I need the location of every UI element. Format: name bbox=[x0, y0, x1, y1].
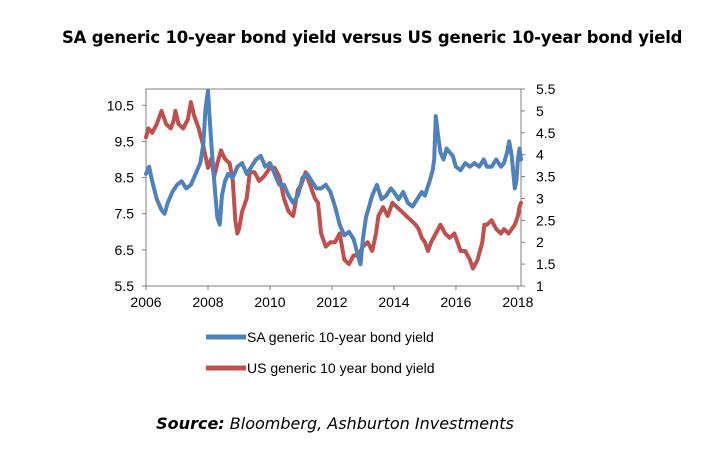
chart-plot: 2006 2008 2010 2012 2014 2016 2018 5.5 6.5 7.5 8.… bbox=[107, 81, 556, 376]
legend-item-us: US generic 10 year bond yield bbox=[206, 360, 435, 376]
x-tick-label: 2010 bbox=[254, 294, 285, 310]
legend-label-us: US generic 10 year bond yield bbox=[247, 360, 435, 376]
x-axis: 2006 2008 2010 2012 2014 2016 2018 bbox=[130, 286, 534, 310]
source-text: Bloomberg, Ashburton Investments bbox=[229, 414, 514, 433]
right-y-tick-label: 2.5 bbox=[536, 212, 556, 228]
right-y-tick-label: 5 bbox=[536, 103, 544, 119]
chart-title: SA generic 10-year bond yield versus US … bbox=[62, 28, 683, 47]
left-y-tick-label: 9.5 bbox=[115, 133, 135, 149]
left-y-tick-label: 8.5 bbox=[115, 170, 135, 186]
legend-label-sa: SA generic 10-year bond yield bbox=[247, 329, 434, 345]
x-tick-label: 2016 bbox=[440, 294, 471, 310]
source-note: Source: Bloomberg, Ashburton Investments bbox=[0, 414, 670, 433]
left-y-tick-label: 10.5 bbox=[107, 97, 134, 113]
right-y-tick-label: 4 bbox=[536, 147, 544, 163]
right-y-tick-label: 4.5 bbox=[536, 125, 556, 141]
left-y-tick-label: 7.5 bbox=[115, 206, 135, 222]
x-tick-label: 2018 bbox=[502, 294, 533, 310]
series-layer bbox=[144, 88, 523, 271]
right-y-axis: 1 1.5 2 2.5 3 3.5 4 4.5 5 5.5 bbox=[521, 81, 556, 294]
left-y-axis: 5.5 6.5 7.5 8.5 9.5 10.5 bbox=[107, 97, 146, 294]
right-y-tick-label: 3 bbox=[536, 190, 544, 206]
x-tick-label: 2014 bbox=[378, 294, 409, 310]
series-line-sa bbox=[144, 88, 523, 267]
right-y-tick-label: 2 bbox=[536, 234, 544, 250]
source-label: Source: bbox=[156, 414, 225, 433]
x-tick-label: 2006 bbox=[130, 294, 161, 310]
series-line-us bbox=[144, 100, 523, 271]
right-y-tick-label: 1 bbox=[536, 278, 544, 294]
right-y-tick-label: 5.5 bbox=[536, 81, 556, 97]
x-tick-label: 2012 bbox=[316, 294, 347, 310]
legend: SA generic 10-year bond yield US generic… bbox=[206, 329, 435, 376]
left-y-tick-label: 6.5 bbox=[115, 242, 135, 258]
plot-area bbox=[145, 88, 522, 287]
x-tick-label: 2008 bbox=[192, 294, 223, 310]
left-y-tick-label: 5.5 bbox=[115, 278, 135, 294]
right-y-tick-label: 3.5 bbox=[536, 169, 556, 185]
legend-item-sa: SA generic 10-year bond yield bbox=[206, 329, 434, 345]
right-y-tick-label: 1.5 bbox=[536, 256, 556, 272]
